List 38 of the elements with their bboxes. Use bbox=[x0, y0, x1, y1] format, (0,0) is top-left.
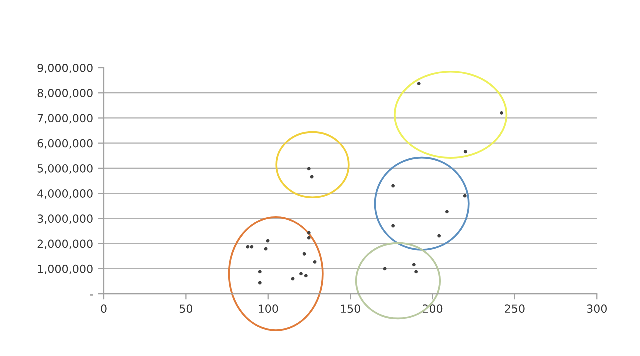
x-tick-label: 250 bbox=[505, 304, 525, 314]
y-tick-label: 4,000,000 bbox=[38, 190, 93, 200]
point bbox=[258, 270, 262, 274]
y-tick-label: - bbox=[90, 294, 94, 296]
point bbox=[500, 112, 504, 115]
x-tick-label: 100 bbox=[258, 304, 278, 314]
point bbox=[307, 236, 311, 240]
point bbox=[446, 210, 449, 214]
point bbox=[302, 252, 306, 256]
point bbox=[300, 272, 303, 276]
point bbox=[438, 234, 442, 238]
point bbox=[313, 260, 317, 264]
y-tick-label: 8,000,000 bbox=[38, 89, 93, 99]
x-tick-label: 50 bbox=[180, 304, 193, 314]
point bbox=[414, 270, 418, 274]
x-tick-label: 150 bbox=[341, 304, 360, 314]
point bbox=[464, 150, 468, 154]
y-tick-label: 9,000,000 bbox=[38, 64, 93, 74]
point bbox=[392, 224, 395, 228]
point bbox=[307, 167, 311, 171]
point bbox=[417, 82, 421, 86]
y-tick-label: 3,000,000 bbox=[38, 214, 93, 224]
x-tick-label: 300 bbox=[587, 304, 607, 314]
y-tick-label: 7,000,000 bbox=[38, 114, 93, 124]
point bbox=[383, 267, 387, 271]
point bbox=[250, 245, 254, 249]
point bbox=[412, 263, 416, 267]
y-tick-label: 6,000,000 bbox=[38, 139, 93, 149]
point bbox=[392, 184, 395, 188]
y-tick-label: 2,000,000 bbox=[38, 240, 93, 250]
y-tick-label: 1,000,000 bbox=[38, 264, 93, 274]
x-tick-label: 0 bbox=[101, 304, 107, 314]
point bbox=[264, 247, 268, 251]
point bbox=[258, 281, 262, 285]
point bbox=[307, 231, 311, 235]
point bbox=[304, 274, 308, 278]
point bbox=[463, 194, 467, 198]
y-tick-label: 5,000,000 bbox=[38, 164, 93, 174]
